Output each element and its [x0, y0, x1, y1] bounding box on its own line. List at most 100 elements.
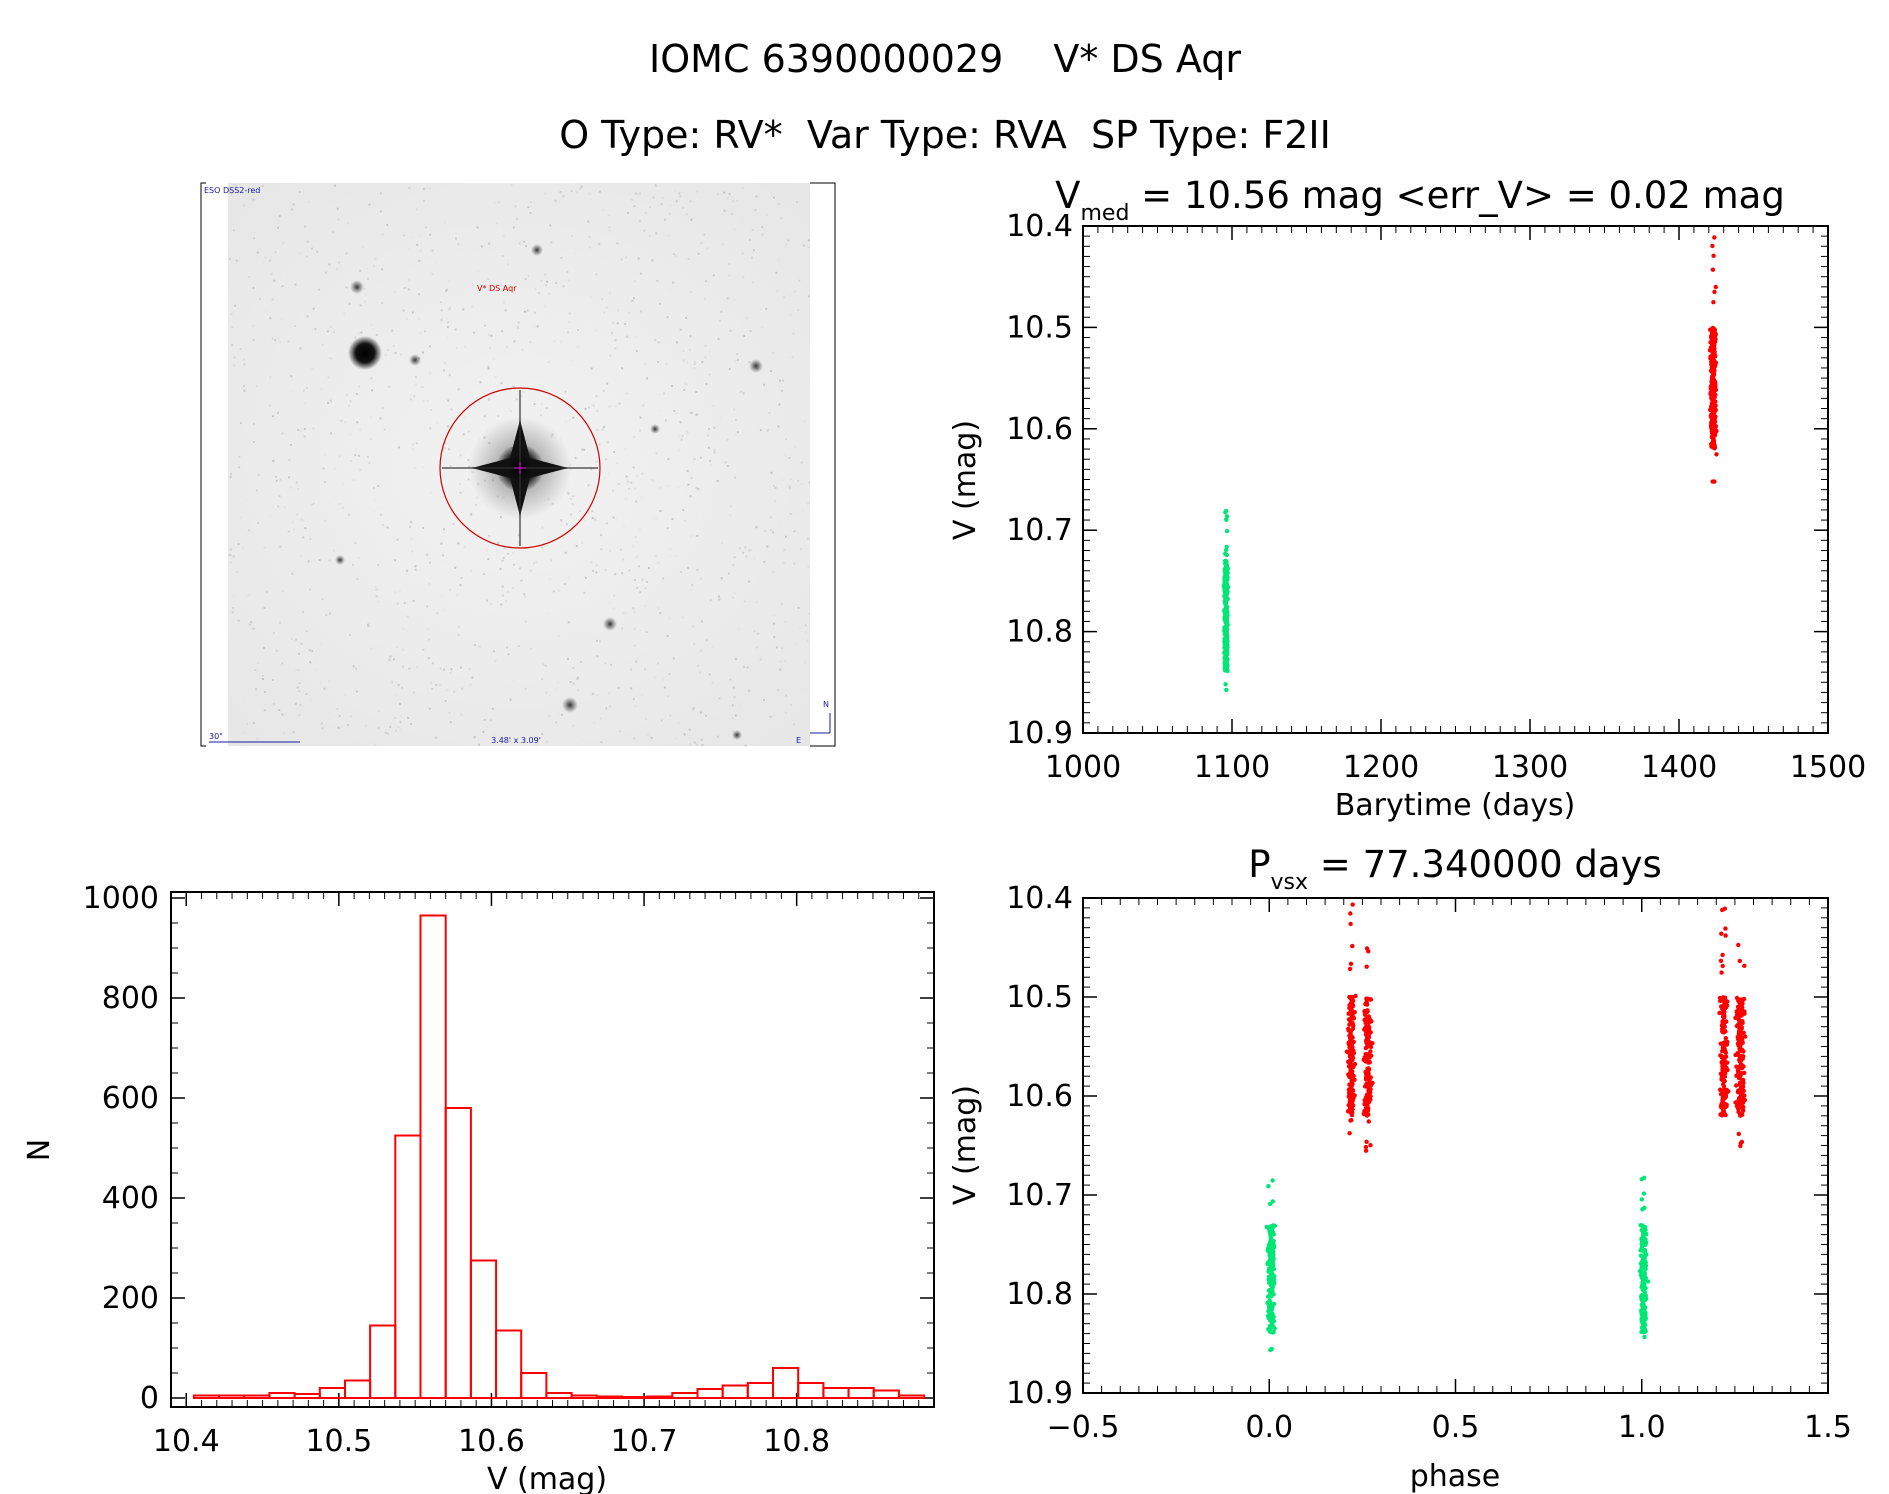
finder-noise-dot	[579, 187, 582, 190]
finder-noise-dot	[632, 607, 635, 610]
y-tick-label: 400	[102, 1181, 159, 1216]
finder-noise-dot	[389, 655, 392, 658]
data-point	[1739, 1026, 1745, 1031]
finder-noise-dot	[252, 627, 255, 630]
finder-noise-dot	[517, 645, 520, 648]
finder-noise-dot	[413, 466, 416, 469]
finder-star	[749, 359, 763, 373]
finder-noise-dot	[356, 421, 359, 424]
finder-noise-dot	[661, 197, 664, 200]
x-tick-label: 1200	[1343, 750, 1419, 785]
finder-noise-dot	[688, 349, 691, 352]
finder-noise-dot	[414, 565, 417, 568]
finder-noise-dot	[248, 276, 251, 279]
finder-noise-dot	[571, 503, 574, 506]
finder-noise-dot	[345, 286, 348, 289]
finder-noise-dot	[490, 334, 493, 337]
finder-noise-dot	[769, 529, 772, 532]
finder-noise-dot	[590, 468, 593, 471]
finder-noise-dot	[667, 695, 670, 698]
finder-noise-dot	[529, 201, 532, 204]
finder-noise-dot	[625, 392, 628, 395]
finder-noise-dot	[736, 353, 739, 355]
finder-noise-dot	[620, 258, 623, 261]
finder-noise-dot	[577, 329, 579, 332]
data-point	[1348, 911, 1353, 916]
finder-noise-dot	[436, 612, 439, 615]
finder-noise-dot	[324, 481, 327, 483]
finder-noise-dot	[632, 466, 635, 469]
finder-noise-dot	[477, 269, 480, 272]
finder-noise-dot	[590, 367, 593, 370]
finder-noise-dot	[805, 501, 808, 504]
finder-noise-dot	[235, 259, 238, 262]
data-point	[1223, 682, 1228, 687]
finder-noise-dot	[501, 330, 504, 333]
data-point	[1711, 439, 1717, 445]
finder-noise-dot	[377, 587, 380, 590]
finder-noise-dot	[523, 240, 526, 243]
data-point	[1735, 1064, 1741, 1070]
finder-noise-dot	[639, 416, 642, 419]
finder-noise-dot	[584, 576, 587, 579]
finder-noise-dot	[611, 321, 614, 324]
finder-noise-dot	[794, 642, 797, 645]
finder-noise-dot	[641, 472, 644, 475]
finder-noise-dot	[487, 398, 490, 401]
finder-noise-dot	[777, 688, 779, 691]
finder-noise-dot	[457, 388, 460, 391]
finder-noise-dot	[441, 317, 444, 320]
data-point	[1738, 1091, 1743, 1096]
finder-noise-dot	[617, 482, 620, 485]
finder-noise-dot	[606, 382, 609, 385]
finder-noise-dot	[416, 243, 419, 246]
finder-noise-dot	[803, 420, 806, 423]
finder-noise-dot	[796, 463, 799, 466]
histogram-bar	[721, 1384, 749, 1399]
finder-noise-dot	[507, 552, 510, 555]
finder-noise-dot	[687, 257, 690, 260]
finder-noise-dot	[459, 482, 462, 485]
finder-noise-dot	[650, 230, 652, 233]
data-point	[1741, 1049, 1746, 1054]
finder-noise-dot	[595, 564, 598, 567]
finder-noise-dot	[233, 450, 236, 453]
finder-noise-dot	[571, 359, 574, 362]
finder-noise-dot	[467, 459, 470, 461]
finder-noise-dot	[232, 555, 235, 558]
finder-noise-dot	[428, 577, 431, 580]
finder-noise-dot	[261, 486, 264, 489]
finder-noise-dot	[711, 682, 714, 685]
finder-noise-dot	[337, 218, 340, 221]
finder-noise-dot	[784, 454, 787, 457]
finder-noise-dot	[356, 690, 358, 693]
finder-noise-dot	[677, 721, 680, 724]
finder-noise-dot	[719, 319, 721, 322]
finder-noise-dot	[660, 409, 662, 412]
finder-noise-dot	[676, 341, 678, 344]
finder-noise-dot	[654, 184, 657, 187]
finder-noise-dot	[431, 662, 434, 665]
finder-noise-dot	[652, 196, 655, 199]
data-point	[1269, 1228, 1274, 1233]
finder-noise-dot	[572, 667, 575, 670]
finder-noise-dot	[692, 707, 695, 710]
finder-noise-dot	[612, 607, 615, 610]
finder-noise-dot	[733, 298, 736, 301]
finder-noise-dot	[391, 681, 394, 684]
finder-noise-dot	[279, 621, 282, 624]
finder-noise-dot	[664, 419, 667, 422]
finder-noise-dot	[282, 228, 285, 231]
finder-noise-dot	[524, 277, 527, 280]
finder-noise-dot	[783, 296, 786, 299]
finder-noise-dot	[453, 690, 456, 693]
data-point	[1223, 510, 1228, 515]
finder-noise-dot	[545, 407, 548, 410]
finder-noise-dot	[231, 611, 234, 614]
finder-noise-dot	[628, 569, 631, 572]
finder-noise-dot	[800, 482, 803, 485]
finder-noise-dot	[678, 192, 681, 195]
finder-noise-dot	[281, 318, 284, 321]
data-point	[1710, 325, 1716, 331]
finder-noise-dot	[299, 554, 302, 557]
